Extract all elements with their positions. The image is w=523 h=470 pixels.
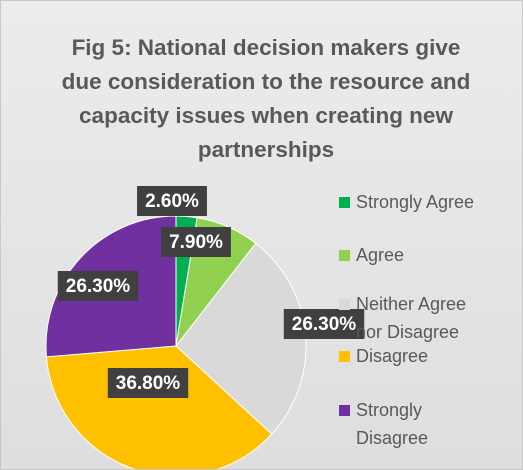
data-label-text: 36.80%: [116, 373, 181, 394]
data-label-box: [161, 227, 231, 257]
data-label: 2.60%: [137, 186, 207, 216]
data-label-box: [107, 368, 189, 398]
legend-item: Strongly Disagree: [339, 396, 486, 452]
legend-swatch: [339, 405, 350, 416]
data-label-box: [57, 271, 139, 301]
data-label: 36.80%: [107, 368, 189, 398]
legend-swatch: [339, 351, 350, 362]
legend-label: Strongly Agree: [356, 192, 475, 212]
data-label-text: 7.90%: [169, 232, 223, 253]
legend-swatch: [339, 197, 350, 208]
legend-label: Agree: [356, 245, 405, 265]
legend-label: Disagree: [356, 346, 429, 366]
legend-label: Strongly Disagree: [356, 400, 429, 448]
chart-title: Fig 5: National decision makers give due…: [61, 35, 471, 162]
legend-item: Neither Agree nor Disagree: [339, 290, 486, 346]
data-label: 7.90%: [161, 227, 231, 257]
legend-swatch: [339, 299, 350, 310]
data-label-box: [137, 186, 207, 216]
data-label-text: 26.30%: [66, 276, 131, 297]
data-label-text: 2.60%: [145, 191, 199, 212]
legend-swatch: [339, 250, 350, 261]
legend-label: Neither Agree nor Disagree: [356, 294, 467, 342]
legend-item: Disagree: [339, 342, 486, 370]
pie-slice: [45, 345, 273, 469]
legend-item: Agree: [339, 241, 486, 269]
legend-item: Strongly Agree: [339, 188, 486, 216]
data-label: 26.30%: [283, 309, 365, 339]
data-label-text: 26.30%: [292, 314, 357, 335]
data-label-box: [283, 309, 365, 339]
data-label: 26.30%: [57, 271, 139, 301]
